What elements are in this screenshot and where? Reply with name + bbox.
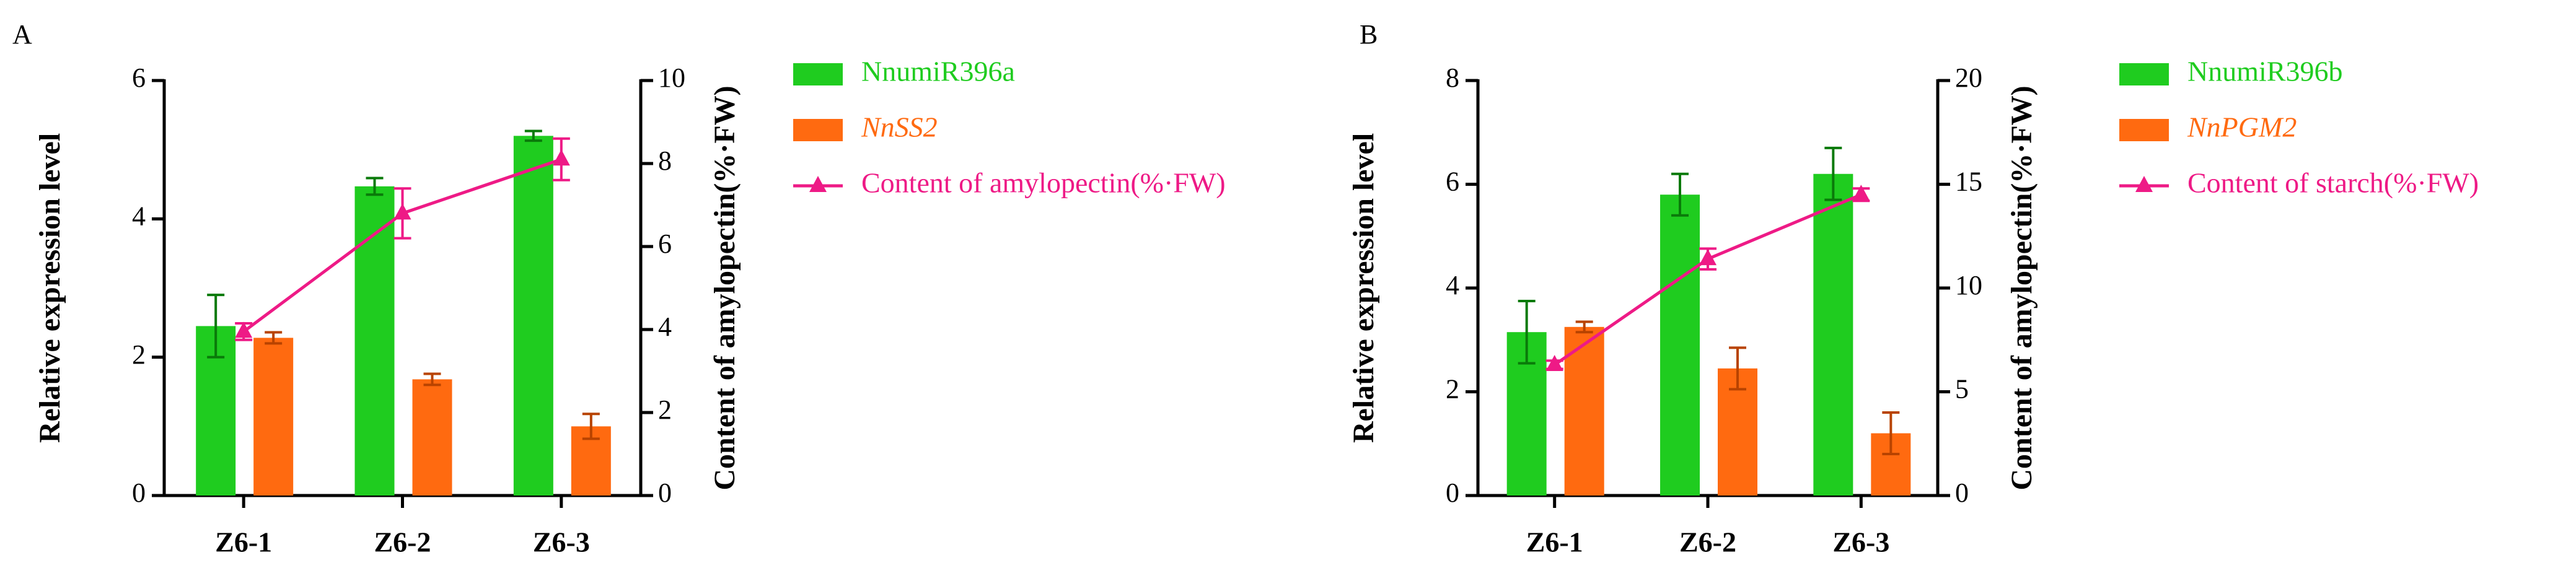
y-tick-label: 0 (1446, 478, 1459, 508)
legend-label: NnumiR396a (861, 56, 1015, 87)
y2-tick-label: 4 (658, 312, 672, 342)
error-bar (1729, 346, 1746, 391)
y2-tick-label: 0 (1955, 478, 1969, 508)
line-marker (1699, 249, 1717, 266)
error-bar (1882, 411, 1900, 455)
y-tick-label: 8 (1446, 63, 1459, 93)
legend-marker (809, 176, 827, 192)
y2-tick-label: 15 (1955, 167, 1982, 197)
error-bar (1518, 299, 1536, 365)
legend-label: NnPGM2 (2187, 111, 2297, 143)
x-tick-label: Z6-3 (533, 526, 590, 558)
legend-swatch (2119, 63, 2169, 85)
y2-tick-label: 2 (658, 395, 672, 425)
x-tick-label: Z6-2 (374, 526, 431, 558)
y-tick-label: 0 (132, 478, 146, 508)
error-bar (1575, 320, 1593, 334)
error-bar (265, 331, 283, 345)
bar (412, 379, 452, 496)
error-bar (366, 177, 384, 196)
y-axis-label: Relative expression level (33, 133, 66, 443)
x-tick-label: Z6-2 (1679, 526, 1736, 558)
bar (513, 136, 553, 496)
y2-axis-label: Content of amylopectin(%·FW) (708, 85, 741, 490)
y-tick-label: 2 (1446, 374, 1459, 404)
x-tick-label: Z6-1 (215, 526, 272, 558)
legend-label: Content of amylopectin(%·FW) (861, 167, 1226, 199)
error-bar (524, 129, 542, 142)
legend-swatch (793, 63, 843, 85)
legend-label: NnSS2 (861, 111, 938, 143)
legend-label: NnumiR396b (2187, 56, 2342, 87)
panel-label: B (1360, 19, 1378, 50)
x-tick-label: Z6-3 (1832, 526, 1889, 558)
y-tick-label: 4 (1446, 270, 1459, 300)
y-tick-label: 4 (132, 201, 146, 231)
line-marker (552, 149, 570, 166)
y2-tick-label: 20 (1955, 63, 1982, 93)
line-marker (235, 321, 253, 338)
error-bar (1824, 146, 1842, 201)
bar (1813, 173, 1853, 496)
y2-tick-label: 6 (658, 229, 672, 259)
bar (354, 186, 395, 496)
x-tick-label: Z6-1 (1526, 526, 1583, 558)
error-bar (207, 294, 225, 359)
y2-tick-label: 0 (658, 478, 672, 508)
y2-tick-label: 8 (658, 146, 672, 176)
error-bar (423, 372, 441, 387)
legend-swatch (2119, 119, 2169, 141)
y-tick-label: 6 (132, 63, 146, 93)
y2-tick-label: 10 (658, 63, 685, 93)
bar (253, 338, 294, 496)
panel-label: A (12, 19, 32, 50)
y-tick-label: 6 (1446, 167, 1459, 197)
legend-marker (2135, 176, 2153, 192)
line-marker (1545, 354, 1563, 371)
y-axis-label: Relative expression level (1347, 133, 1380, 443)
line-marker (393, 203, 411, 220)
line-marker (1852, 185, 1870, 201)
error-bar (1671, 172, 1689, 217)
legend-swatch (793, 119, 843, 141)
y2-tick-label: 5 (1955, 374, 1969, 404)
legend-label: Content of starch(%·FW) (2187, 167, 2479, 199)
y2-tick-label: 10 (1955, 270, 1982, 300)
bar (1660, 194, 1700, 496)
y2-axis-label: Content of amylopectin(%·FW) (2005, 85, 2038, 490)
y-tick-label: 2 (132, 339, 146, 370)
error-bar (582, 413, 600, 440)
